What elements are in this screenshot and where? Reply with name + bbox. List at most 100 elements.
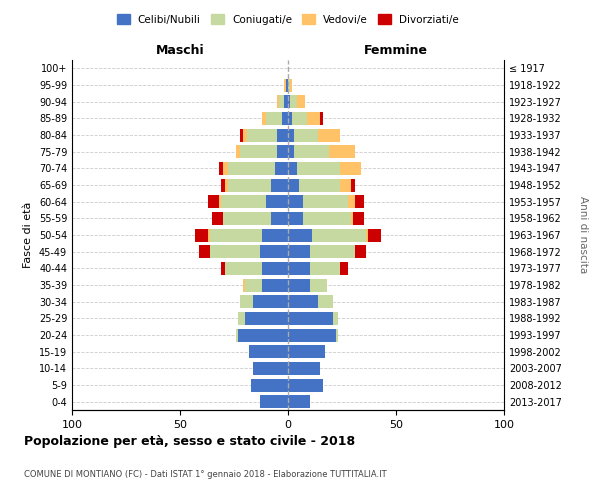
Bar [288, 262, 310, 275]
Bar [223, 212, 271, 225]
Bar [271, 212, 288, 225]
Bar [242, 128, 247, 141]
Bar [210, 228, 262, 241]
Text: Maschi: Maschi [155, 44, 205, 57]
Bar [241, 128, 242, 141]
Text: Femmine: Femmine [364, 44, 428, 57]
Bar [290, 78, 292, 92]
Bar [353, 212, 364, 225]
Bar [288, 228, 312, 241]
Text: Popolazione per età, sesso e stato civile - 2018: Popolazione per età, sesso e stato civil… [24, 435, 355, 448]
Bar [350, 212, 353, 225]
Bar [340, 178, 350, 192]
Bar [288, 112, 292, 125]
Y-axis label: Fasce di età: Fasce di età [23, 202, 33, 268]
Bar [226, 262, 262, 275]
Bar [318, 128, 340, 141]
Bar [221, 195, 266, 208]
Bar [368, 228, 381, 241]
Bar [320, 112, 323, 125]
Bar [195, 228, 208, 241]
Bar [290, 95, 296, 108]
Bar [288, 395, 310, 408]
Bar [247, 128, 277, 141]
Bar [212, 212, 223, 225]
Bar [262, 262, 288, 275]
Bar [292, 112, 307, 125]
Bar [318, 295, 334, 308]
Bar [303, 195, 349, 208]
Bar [340, 262, 349, 275]
Bar [253, 362, 288, 375]
Bar [221, 262, 226, 275]
Bar [277, 128, 288, 141]
Bar [286, 78, 288, 92]
Bar [350, 178, 355, 192]
Bar [303, 212, 350, 225]
Bar [312, 228, 366, 241]
Bar [277, 95, 280, 108]
Bar [221, 178, 226, 192]
Bar [260, 245, 288, 258]
Bar [199, 245, 210, 258]
Bar [288, 162, 296, 175]
Bar [226, 178, 227, 192]
Bar [288, 295, 318, 308]
Y-axis label: Anni di nascita: Anni di nascita [578, 196, 589, 274]
Bar [310, 262, 340, 275]
Bar [227, 162, 275, 175]
Bar [284, 78, 286, 92]
Bar [281, 112, 288, 125]
Bar [249, 345, 288, 358]
Bar [266, 195, 288, 208]
Bar [241, 145, 277, 158]
Bar [295, 128, 318, 141]
Bar [340, 162, 361, 175]
Bar [296, 162, 340, 175]
Bar [334, 312, 338, 325]
Bar [262, 112, 266, 125]
Bar [236, 145, 241, 158]
Bar [366, 228, 368, 241]
Bar [288, 328, 335, 342]
Bar [245, 312, 288, 325]
Bar [288, 362, 320, 375]
Bar [219, 162, 223, 175]
Text: COMUNE DI MONTIANO (FC) - Dati ISTAT 1° gennaio 2018 - Elaborazione TUTTITALIA.I: COMUNE DI MONTIANO (FC) - Dati ISTAT 1° … [24, 470, 386, 479]
Bar [208, 228, 210, 241]
Bar [335, 328, 338, 342]
Bar [260, 395, 288, 408]
Bar [236, 328, 238, 342]
Legend: Celibi/Nubili, Coniugati/e, Vedovi/e, Divorziati/e: Celibi/Nubili, Coniugati/e, Vedovi/e, Di… [113, 10, 463, 29]
Bar [288, 345, 325, 358]
Bar [288, 278, 310, 291]
Bar [355, 195, 364, 208]
Bar [299, 178, 340, 192]
Bar [275, 162, 288, 175]
Bar [262, 228, 288, 241]
Bar [253, 295, 288, 308]
Bar [262, 278, 288, 291]
Bar [238, 328, 288, 342]
Bar [266, 112, 281, 125]
Bar [288, 195, 303, 208]
Bar [288, 312, 334, 325]
Bar [277, 145, 288, 158]
Bar [284, 95, 288, 108]
Bar [242, 278, 245, 291]
Bar [241, 295, 253, 308]
Bar [307, 112, 320, 125]
Bar [219, 195, 221, 208]
Bar [245, 278, 262, 291]
Bar [288, 212, 303, 225]
Bar [355, 245, 366, 258]
Bar [329, 145, 355, 158]
Bar [223, 162, 227, 175]
Bar [288, 78, 290, 92]
Bar [288, 378, 323, 392]
Bar [271, 178, 288, 192]
Bar [227, 178, 271, 192]
Bar [210, 245, 260, 258]
Bar [310, 245, 355, 258]
Bar [296, 95, 305, 108]
